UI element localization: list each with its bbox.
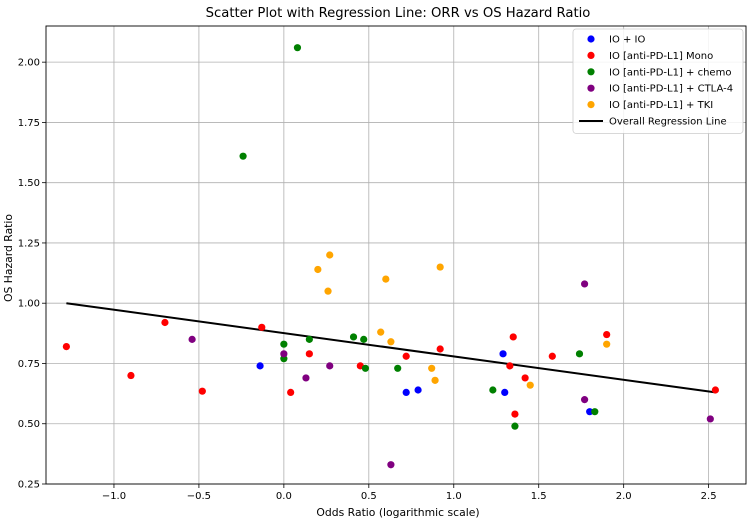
data-point [387, 338, 395, 346]
data-point [402, 352, 410, 360]
y-tick-label: 1.50 [18, 178, 40, 189]
plot-frame [45, 25, 747, 485]
legend-label: Overall Regression Line [609, 117, 727, 128]
regression-layer [66, 302, 716, 394]
y-tick-label: 1.25 [18, 238, 40, 249]
x-tick-label: 2.5 [701, 491, 717, 502]
data-point [293, 44, 302, 52]
data-point [711, 386, 720, 394]
data-point [326, 251, 334, 259]
data-point [280, 350, 288, 358]
x-tick-label: 0.0 [276, 491, 292, 502]
data-point [706, 415, 714, 423]
data-point [382, 275, 390, 283]
data-point [305, 350, 313, 358]
data-point [62, 343, 70, 351]
data-point [580, 396, 589, 404]
data-point [188, 335, 196, 343]
legend-label: IO + IO [609, 35, 646, 46]
x-axis-label: Odds Ratio (logarithmic scale) [316, 506, 479, 519]
y-tick-label: 0.50 [18, 419, 40, 430]
data-point [258, 323, 266, 331]
x-tick-label: 2.0 [616, 491, 632, 502]
x-tick-label: −0.5 [187, 491, 211, 502]
data-point [521, 374, 529, 382]
data-point [161, 318, 169, 327]
legend-box [572, 28, 744, 134]
x-tick-label: 1.0 [446, 491, 462, 502]
legend-label: IO [anti-PD-L1] + chemo [609, 67, 731, 78]
y-tick-label: 0.75 [18, 359, 40, 370]
data-point [506, 362, 514, 370]
x-tick-label: 0.5 [361, 491, 377, 502]
axis-ticks: −1.0 −0.5 0.0 0.5 1.0 1.5 2.0 2.5 0.25 0.50 0.75 1.… [18, 58, 717, 502]
y-tick-label: 1.00 [18, 299, 40, 310]
data-point [314, 265, 322, 274]
data-point [526, 381, 534, 389]
data-point [305, 335, 313, 343]
data-point [324, 287, 332, 295]
data-point [239, 152, 247, 160]
y-tick-label: 0.25 [18, 480, 40, 491]
data-point [394, 364, 402, 372]
data-point [302, 374, 310, 382]
data-point [431, 376, 439, 384]
data-point [489, 386, 497, 394]
data-point [509, 333, 517, 341]
y-tick-label: 2.00 [18, 58, 40, 69]
data-point [361, 364, 370, 372]
data-point [580, 280, 589, 288]
data-point [436, 263, 444, 271]
data-point [603, 340, 611, 348]
chart-title: Scatter Plot with Regression Line: ORR v… [206, 6, 591, 21]
data-point [360, 335, 368, 343]
data-point [428, 364, 436, 372]
legend-marker [587, 101, 595, 109]
data-point [499, 350, 507, 358]
data-point [326, 362, 334, 370]
data-point [127, 371, 135, 380]
data-point [377, 328, 385, 336]
data-point [349, 333, 358, 341]
data-point [575, 350, 584, 358]
legend: IO + IO IO [anti-PD-L1] Mono IO [anti-PD-L… [572, 28, 744, 134]
legend-marker [587, 51, 595, 60]
grid [46, 26, 746, 485]
legend-label: IO [anti-PD-L1] + TKI [609, 100, 713, 111]
y-tick-label: 1.75 [18, 118, 40, 129]
data-point [586, 408, 594, 416]
data-point [603, 330, 611, 339]
data-point [198, 387, 206, 395]
data-point [280, 340, 288, 348]
data-point [287, 388, 295, 396]
points-layer [62, 44, 720, 469]
x-tick-label: 1.5 [531, 491, 547, 502]
legend-label: IO [anti-PD-L1] Mono [609, 51, 713, 62]
legend-marker [587, 35, 595, 43]
data-point [256, 362, 264, 370]
data-point [414, 386, 422, 394]
legend-marker [587, 68, 595, 76]
y-axis-label: OS Hazard Ratio [2, 214, 15, 302]
regression-line [66, 302, 716, 394]
legend-label: IO [anti-PD-L1] + CTLA-4 [609, 84, 733, 95]
x-tick-label: −1.0 [102, 491, 126, 502]
legend-marker [587, 84, 595, 92]
data-point [387, 461, 395, 469]
data-point [548, 352, 556, 360]
data-point [591, 408, 599, 416]
data-point [436, 345, 444, 353]
data-point [511, 410, 519, 418]
data-point [501, 388, 509, 396]
data-point [511, 422, 519, 430]
data-point [402, 388, 410, 396]
